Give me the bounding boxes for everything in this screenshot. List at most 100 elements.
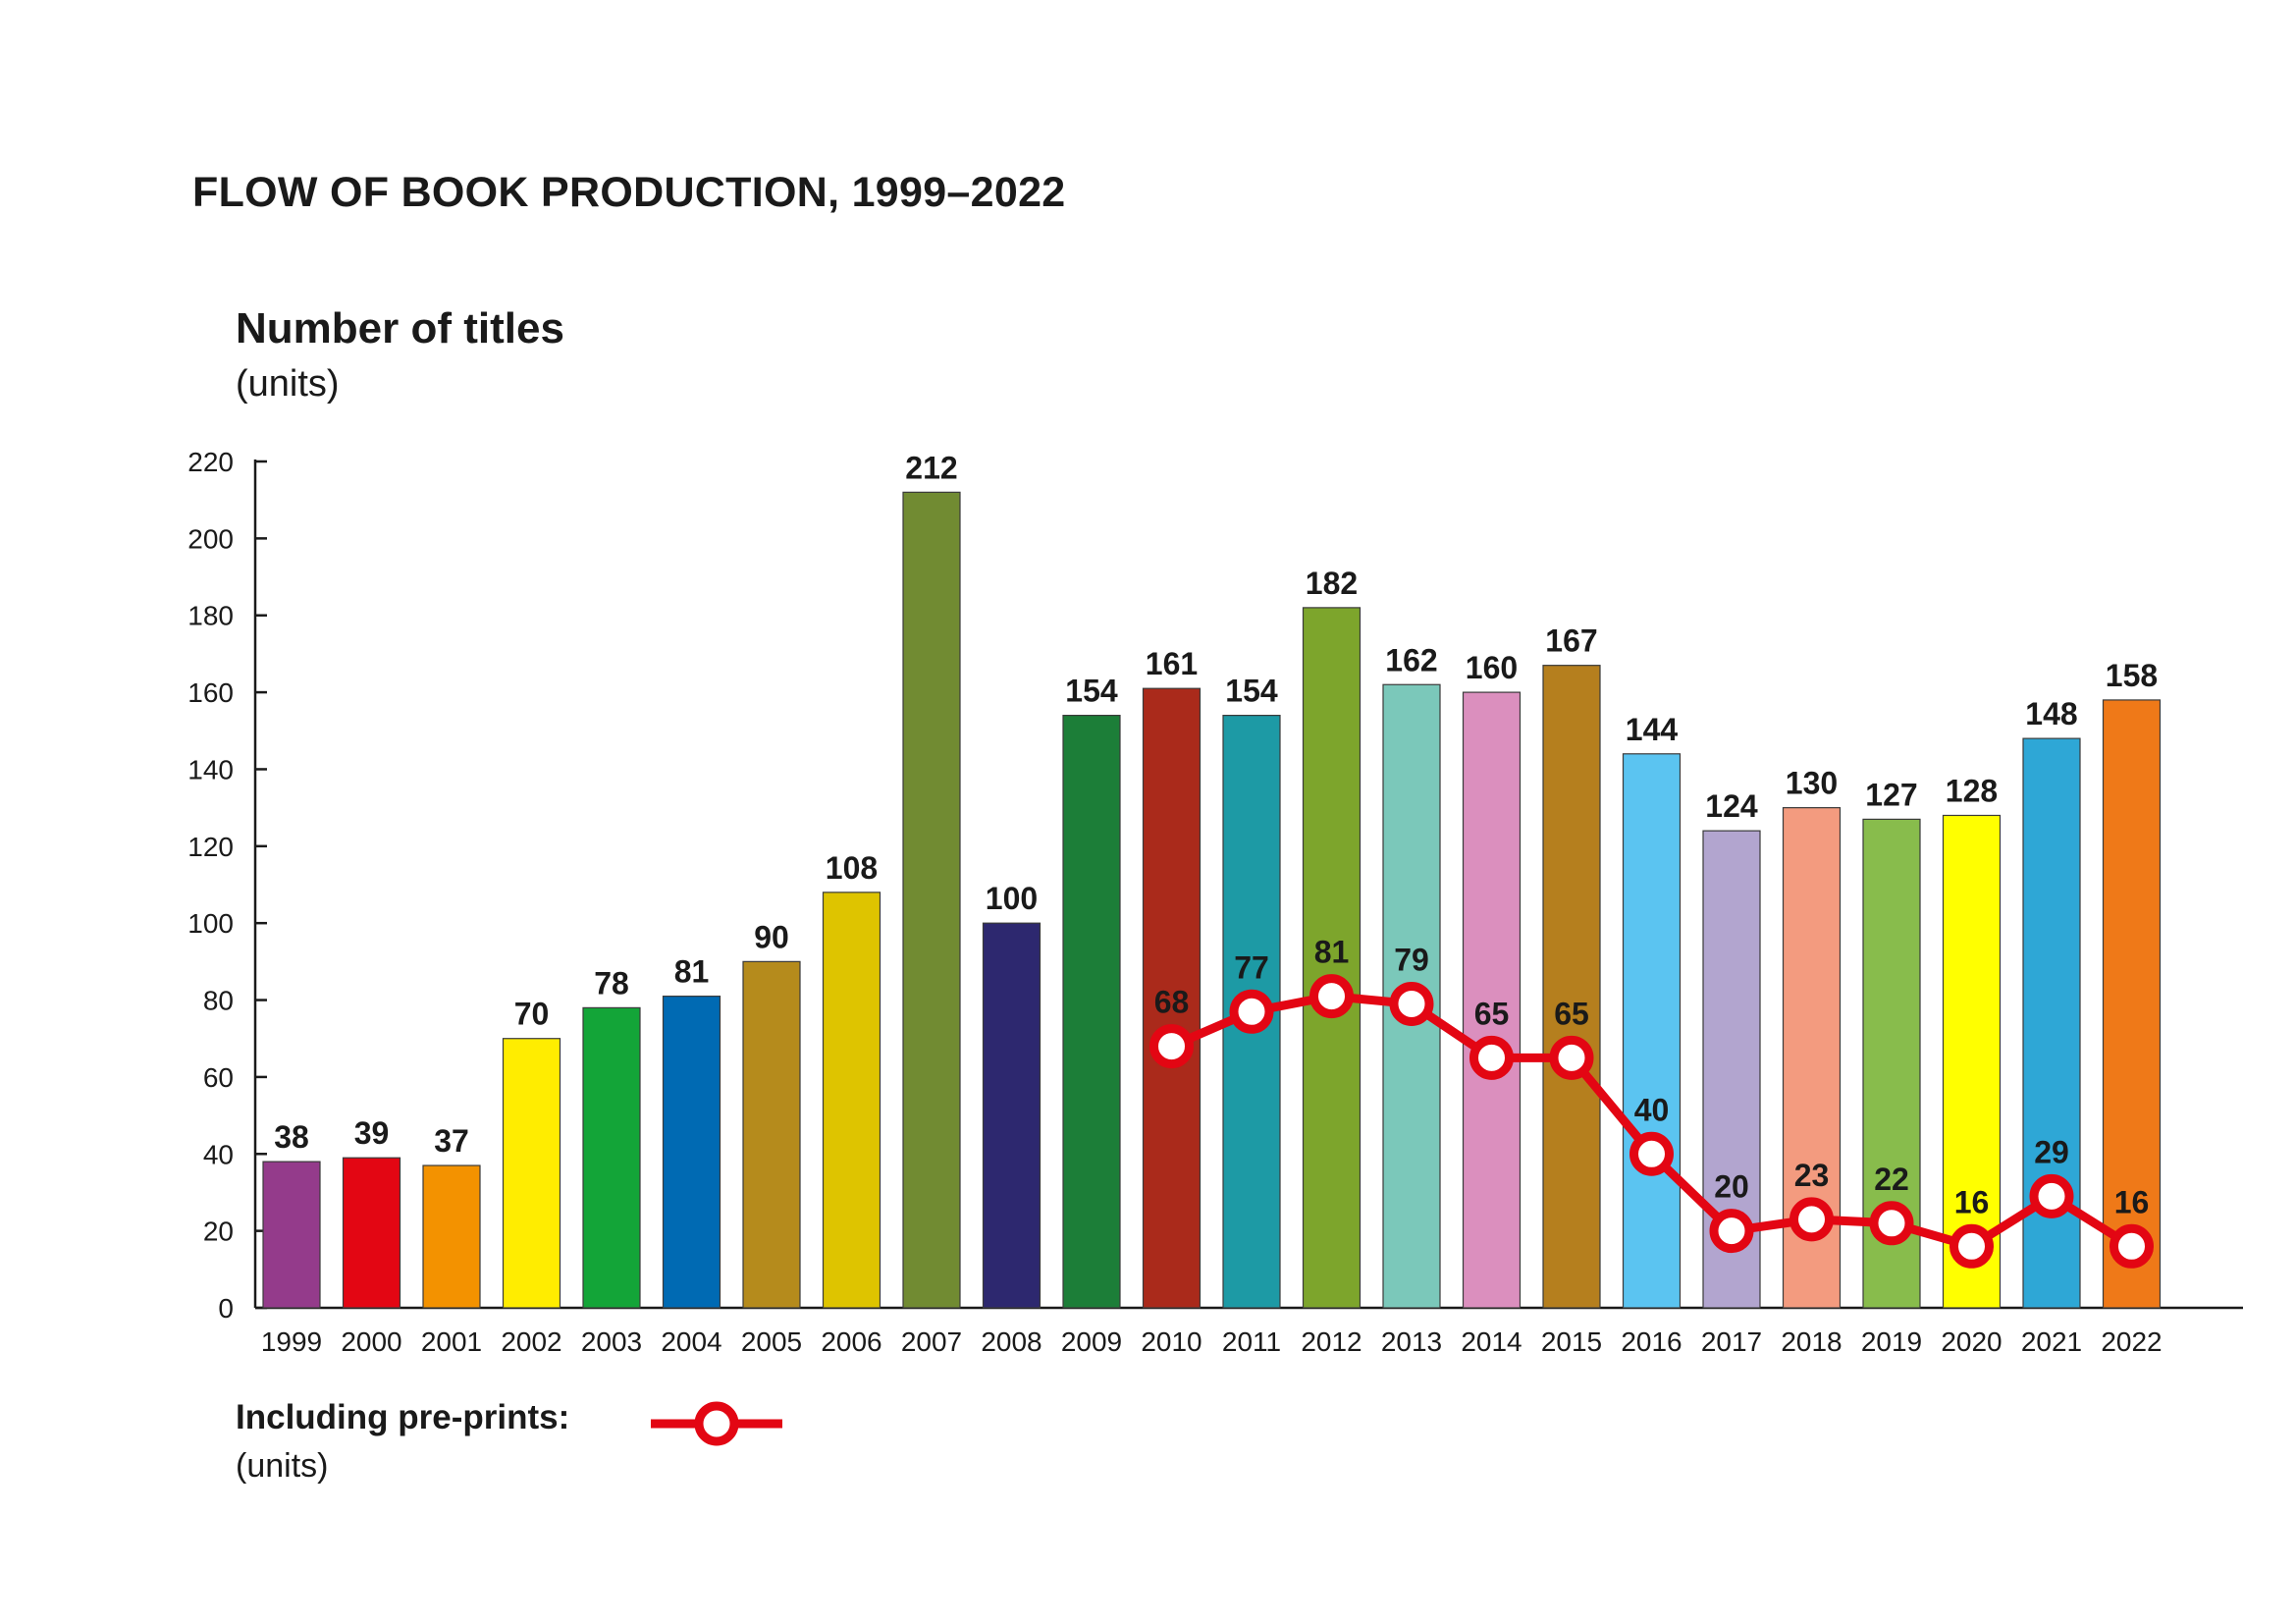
bar-2012 bbox=[1302, 607, 1362, 1309]
bar-value-label: 90 bbox=[754, 919, 789, 954]
bar-value-label: 81 bbox=[674, 954, 710, 990]
preprints-point-2017 bbox=[1709, 1209, 1754, 1254]
bar-value-label: 154 bbox=[1225, 674, 1278, 709]
bar-2005 bbox=[742, 960, 801, 1309]
x-tick-label: 2015 bbox=[1541, 1326, 1602, 1357]
x-tick-label: 2014 bbox=[1461, 1326, 1522, 1357]
preprints-value-label: 29 bbox=[2034, 1134, 2069, 1169]
bar-value-label: 108 bbox=[826, 850, 878, 886]
y-tick-label: 60 bbox=[203, 1062, 234, 1093]
preprints-point-2013 bbox=[1389, 981, 1434, 1026]
bar-2003 bbox=[582, 1006, 641, 1309]
x-tick-label: 2016 bbox=[1621, 1326, 1682, 1357]
bar-value-label: 212 bbox=[905, 450, 957, 485]
y-tick-label: 180 bbox=[187, 601, 234, 631]
bar-value-label: 182 bbox=[1306, 566, 1358, 601]
bar-2008 bbox=[982, 922, 1041, 1309]
bar-2001 bbox=[422, 1164, 481, 1309]
y-tick-label: 80 bbox=[203, 986, 234, 1016]
bar-2007 bbox=[902, 491, 961, 1309]
x-tick-label: 2009 bbox=[1061, 1326, 1122, 1357]
y-tick-label: 20 bbox=[203, 1217, 234, 1247]
bar-2009 bbox=[1062, 714, 1121, 1309]
bar-2022 bbox=[2102, 699, 2162, 1309]
preprints-point-2015 bbox=[1549, 1035, 1594, 1080]
bar-value-label: 161 bbox=[1146, 646, 1198, 681]
x-tick-label: 2013 bbox=[1381, 1326, 1442, 1357]
x-tick-label: 2003 bbox=[581, 1326, 642, 1357]
x-tick-label: 2011 bbox=[1222, 1326, 1281, 1357]
x-tick-label: 2012 bbox=[1301, 1326, 1362, 1357]
bar-value-label: 130 bbox=[1786, 766, 1838, 801]
bar-value-label: 70 bbox=[514, 997, 550, 1032]
x-tick-label: 2005 bbox=[741, 1326, 802, 1357]
y-tick-label: 100 bbox=[187, 908, 234, 939]
x-tick-label: 2022 bbox=[2101, 1326, 2162, 1357]
preprints-value-label: 65 bbox=[1554, 996, 1589, 1031]
bar-value-label: 127 bbox=[1865, 777, 1917, 812]
x-tick-label: 2006 bbox=[821, 1326, 881, 1357]
x-tick-label: 2001 bbox=[421, 1326, 482, 1357]
bar-value-label: 154 bbox=[1065, 674, 1118, 709]
bar-value-label: 148 bbox=[2025, 696, 2077, 731]
y-axis-unit: (units) bbox=[236, 363, 340, 405]
bar-value-label: 78 bbox=[594, 965, 629, 1001]
bar-1999 bbox=[262, 1161, 321, 1309]
preprints-value-label: 22 bbox=[1874, 1162, 1909, 1197]
y-axis-title: Number of titles bbox=[236, 304, 564, 352]
preprints-point-2011 bbox=[1229, 989, 1274, 1034]
preprints-point-2022 bbox=[2109, 1223, 2154, 1269]
y-tick-label: 220 bbox=[187, 447, 234, 477]
y-tick-label: 0 bbox=[218, 1293, 234, 1324]
bar-value-label: 128 bbox=[1946, 773, 1998, 808]
x-tick-label: 2021 bbox=[2021, 1326, 2082, 1357]
bar-value-label: 167 bbox=[1545, 623, 1597, 659]
preprints-value-label: 16 bbox=[2114, 1184, 2150, 1219]
bar-2010 bbox=[1142, 687, 1201, 1309]
x-tick-label: 2004 bbox=[661, 1326, 721, 1357]
x-tick-label: 2020 bbox=[1941, 1326, 2002, 1357]
y-tick-label: 120 bbox=[187, 832, 234, 862]
y-tick-label: 200 bbox=[187, 523, 234, 554]
preprints-value-label: 65 bbox=[1474, 996, 1510, 1031]
preprints-point-2021 bbox=[2029, 1173, 2074, 1218]
legend-line-marker bbox=[651, 1401, 782, 1446]
preprints-value-label: 20 bbox=[1714, 1169, 1749, 1205]
bar-2006 bbox=[822, 892, 881, 1309]
bar-value-label: 100 bbox=[986, 881, 1038, 916]
legend-label: Including pre-prints: bbox=[236, 1398, 570, 1436]
preprints-point-2012 bbox=[1309, 974, 1354, 1019]
preprints-value-label: 68 bbox=[1154, 985, 1190, 1020]
bar-2014 bbox=[1462, 691, 1522, 1309]
bar-2016 bbox=[1622, 753, 1682, 1309]
preprints-point-2019 bbox=[1869, 1201, 1914, 1246]
bar-value-label: 158 bbox=[2106, 658, 2158, 693]
y-tick-label: 140 bbox=[187, 754, 234, 784]
preprints-point-2010 bbox=[1149, 1024, 1194, 1069]
preprints-value-label: 77 bbox=[1234, 949, 1269, 985]
legend-marker-circle bbox=[694, 1401, 739, 1446]
bar-value-label: 37 bbox=[434, 1123, 469, 1159]
preprints-value-label: 81 bbox=[1314, 935, 1350, 970]
x-tick-label: 2018 bbox=[1781, 1326, 1842, 1357]
x-tick-label: 2010 bbox=[1141, 1326, 1201, 1357]
preprints-value-label: 79 bbox=[1394, 942, 1429, 977]
preprints-point-2020 bbox=[1949, 1223, 1994, 1269]
bar-2000 bbox=[342, 1157, 401, 1309]
bar-value-label: 144 bbox=[1626, 712, 1679, 747]
x-tick-label: 2000 bbox=[341, 1326, 401, 1357]
x-tick-label: 1999 bbox=[261, 1326, 322, 1357]
y-tick-label: 40 bbox=[203, 1139, 234, 1169]
x-tick-label: 2017 bbox=[1701, 1326, 1762, 1357]
preprints-point-2018 bbox=[1789, 1197, 1834, 1242]
legend-unit: (units) bbox=[236, 1447, 329, 1485]
bar-value-label: 124 bbox=[1705, 788, 1758, 824]
bar-2021 bbox=[2022, 737, 2081, 1309]
bar-2015 bbox=[1542, 665, 1601, 1309]
bar-value-label: 160 bbox=[1466, 650, 1518, 685]
chart-title: FLOW OF BOOK PRODUCTION, 1999–2022 bbox=[192, 169, 1066, 216]
x-tick-label: 2007 bbox=[901, 1326, 962, 1357]
preprints-value-label: 40 bbox=[1634, 1092, 1670, 1127]
preprints-value-label: 23 bbox=[1794, 1158, 1830, 1193]
